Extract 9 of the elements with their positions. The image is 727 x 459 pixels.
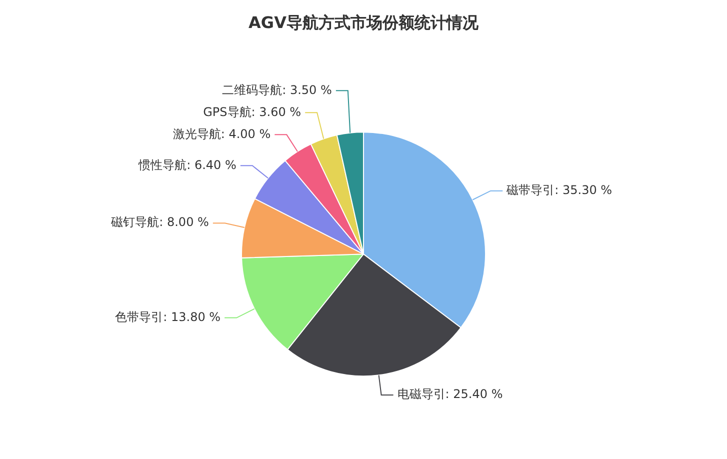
slice-label: 磁钉导航: 8.00 % — [110, 215, 209, 230]
slice-label: 色带导引: 13.80 % — [115, 310, 221, 324]
slice-label: 磁带导引: 35.30 % — [506, 182, 612, 197]
chart-title: AGV导航方式市场份额统计情况 — [248, 12, 480, 32]
slice-label: 二维码导航: 3.50 % — [222, 82, 332, 97]
slice-label: GPS导航: 3.60 % — [203, 104, 302, 119]
slice-label: 电磁导引: 25.40 % — [397, 387, 503, 402]
slice-label: 惯性导航: 6.40 % — [138, 158, 236, 172]
slice-label: 激光导航: 4.00 % — [172, 126, 271, 141]
